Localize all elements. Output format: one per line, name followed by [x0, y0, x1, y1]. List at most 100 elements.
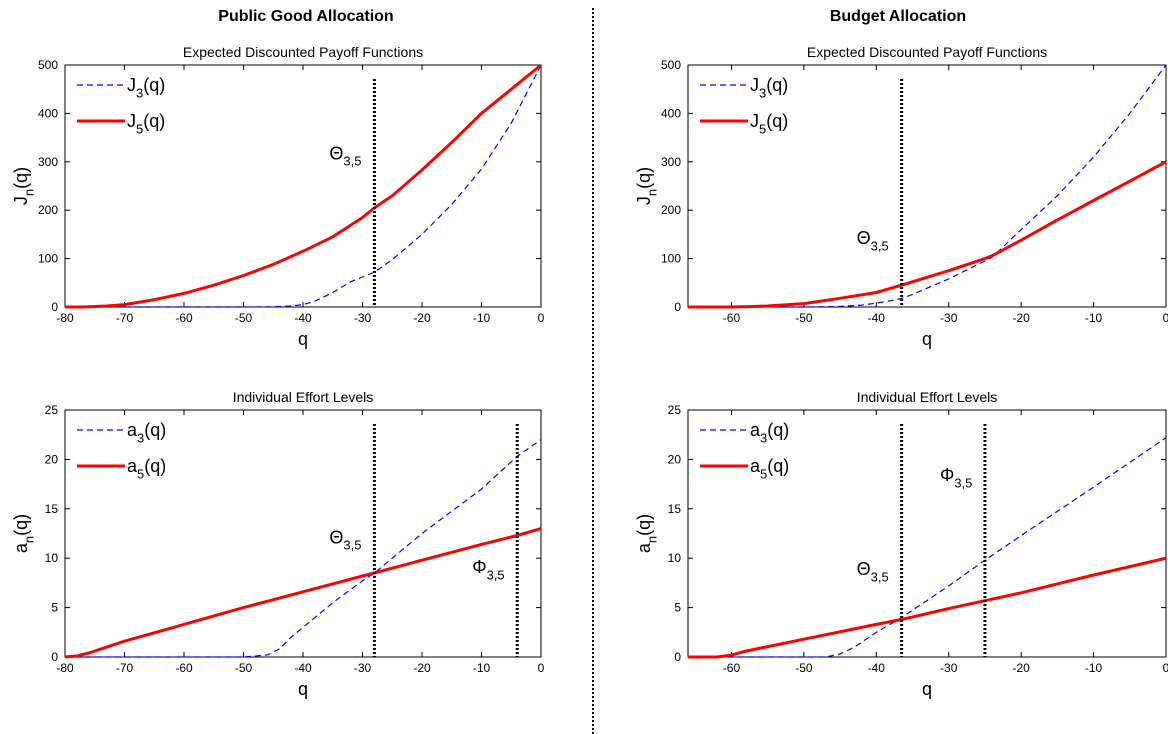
x-tick-label: -30 — [354, 311, 372, 325]
reference-line-label: Θ3,5 — [329, 143, 361, 168]
chart-title: Expected Discounted Payoff Functions — [807, 44, 1047, 60]
y-tick-label: 25 — [45, 403, 59, 417]
x-tick-label: -50 — [235, 311, 253, 325]
y-axis-label: an(q) — [634, 514, 659, 553]
y-tick-label: 10 — [45, 551, 59, 565]
y-tick-label: 400 — [38, 106, 58, 120]
chart-pg-effort: Individual Effort Levels -80 -70 -60 -50 -40 -… — [11, 389, 545, 699]
y-tick-label: 300 — [38, 155, 58, 169]
chart-budget-effort: Individual Effort Levels -60 -50 -40 -30 -20 -… — [634, 389, 1168, 699]
legend-entry: a3(q) — [127, 420, 166, 445]
y-axis-label-group: an(q) — [11, 514, 36, 553]
chart-title: Individual Effort Levels — [857, 389, 998, 405]
y-tick-label: 5 — [674, 601, 681, 615]
legend: a3(q) a5(q) — [77, 420, 166, 481]
x-tick-label: -20 — [1012, 661, 1030, 675]
legend-entry: a5(q) — [127, 456, 166, 481]
y-axis-label: Jn(q) — [11, 167, 36, 205]
x-tick-label: -70 — [116, 311, 134, 325]
y-axis-label: an(q) — [11, 514, 36, 553]
x-tick-label: -40 — [294, 311, 312, 325]
y-tick-label: 10 — [668, 551, 682, 565]
y-axis-label-group: an(q) — [634, 514, 659, 553]
y-tick-label: 100 — [661, 252, 681, 266]
left-figure-title: Public Good Allocation — [218, 8, 393, 25]
legend: J3(q) J5(q) — [77, 75, 165, 136]
x-tick-label: -20 — [413, 311, 431, 325]
x-tick-label: -50 — [795, 661, 813, 675]
legend-entry: J5(q) — [127, 111, 165, 136]
y-axis-label-group: Jn(q) — [634, 167, 659, 205]
x-tick-label: -60 — [175, 661, 193, 675]
chart-title: Individual Effort Levels — [233, 389, 374, 405]
legend-entry: J3(q) — [127, 75, 165, 100]
plot-frame — [687, 409, 1167, 658]
y-tick-label: 15 — [668, 502, 682, 516]
chart-pg-payoff: Expected Discounted Payoff Functions -80 -… — [11, 44, 545, 349]
x-tick-label: -10 — [1085, 311, 1103, 325]
plot-frame — [64, 64, 542, 308]
reference-line-label: Θ3,5 — [857, 228, 889, 253]
y-tick-label: 0 — [674, 300, 681, 314]
series-line-2 — [688, 556, 1167, 659]
x-tick-label: -30 — [940, 661, 958, 675]
x-tick-label: -60 — [175, 311, 193, 325]
reference-line-label: Φ3,5 — [940, 465, 972, 490]
reference-line-label: Θ3,5 — [329, 527, 361, 552]
x-tick-label: -80 — [56, 661, 74, 675]
series-line-1 — [688, 437, 1167, 658]
x-tick-label: 0 — [538, 661, 545, 675]
x-tick-label: 0 — [1163, 661, 1168, 675]
legend: a3(q) a5(q) — [700, 420, 789, 481]
plot-frame — [687, 64, 1167, 308]
x-tick-label: -10 — [473, 661, 491, 675]
x-tick-label: -40 — [868, 661, 886, 675]
x-axis-label: q — [298, 679, 308, 699]
x-tick-label: -60 — [723, 311, 741, 325]
x-tick-label: -40 — [868, 311, 886, 325]
y-tick-label: 20 — [45, 452, 59, 466]
legend-entry: J5(q) — [750, 111, 788, 136]
x-tick-label: -40 — [294, 661, 312, 675]
x-tick-label: -80 — [56, 311, 74, 325]
legend-entry: a5(q) — [750, 456, 789, 481]
y-tick-label: 500 — [661, 58, 681, 72]
x-tick-label: -30 — [354, 661, 372, 675]
x-axis-label: q — [298, 329, 308, 349]
series-line-1 — [65, 64, 542, 308]
series-line-2 — [64, 527, 542, 659]
x-tick-label: -50 — [795, 311, 813, 325]
y-tick-label: 200 — [661, 203, 681, 217]
x-tick-label: -30 — [940, 311, 958, 325]
x-tick-label: -50 — [235, 661, 253, 675]
y-tick-label: 100 — [38, 252, 58, 266]
plot-frame — [64, 409, 542, 658]
y-tick-label: 15 — [45, 502, 59, 516]
legend-entry: J3(q) — [750, 75, 788, 100]
y-tick-label: 5 — [51, 601, 58, 615]
y-tick-label: 25 — [668, 403, 682, 417]
x-tick-label: -20 — [413, 661, 431, 675]
x-tick-label: -10 — [473, 311, 491, 325]
x-tick-label: -10 — [1085, 661, 1103, 675]
charts-container: Expected Discounted Payoff Functions -80 -… — [11, 44, 1168, 699]
y-tick-label: 300 — [661, 155, 681, 169]
y-tick-label: 400 — [661, 106, 681, 120]
y-axis-label: Jn(q) — [634, 167, 659, 205]
y-tick-label: 0 — [51, 650, 58, 664]
x-tick-label: -20 — [1012, 311, 1030, 325]
x-tick-label: -70 — [116, 661, 134, 675]
y-tick-label: 200 — [38, 203, 58, 217]
x-tick-label: -60 — [723, 661, 741, 675]
series-line-1 — [65, 439, 542, 658]
chart-budget-payoff: Expected Discounted Payoff Functions -60 -… — [634, 44, 1168, 349]
series-line-1 — [688, 64, 1167, 308]
y-tick-label: 0 — [674, 650, 681, 664]
legend-entry: a3(q) — [750, 420, 789, 445]
reference-line-label: Θ3,5 — [857, 559, 889, 584]
y-tick-label: 20 — [668, 452, 682, 466]
x-tick-label: 0 — [538, 311, 545, 325]
chart-title: Expected Discounted Payoff Functions — [183, 44, 423, 60]
y-tick-label: 0 — [51, 300, 58, 314]
